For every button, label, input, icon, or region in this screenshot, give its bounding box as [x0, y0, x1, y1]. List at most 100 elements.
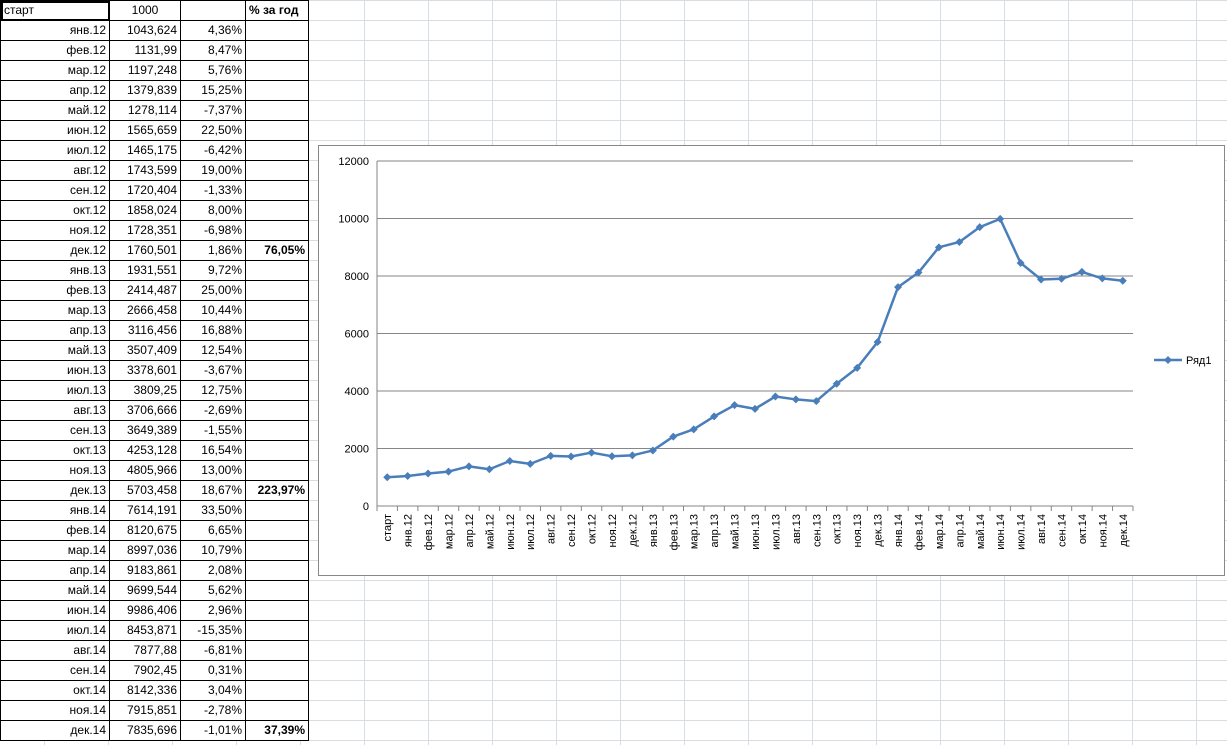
month-cell[interactable]: янв.14: [0, 500, 110, 521]
value-cell[interactable]: 3116,456: [109, 320, 181, 341]
month-cell[interactable]: май.13: [0, 340, 110, 361]
yearly-pct-cell[interactable]: [245, 60, 309, 81]
yearly-pct-cell[interactable]: [245, 640, 309, 661]
yearly-pct-header-cell[interactable]: % за год: [245, 0, 309, 21]
month-cell[interactable]: ноя.13: [0, 460, 110, 481]
value-cell[interactable]: 7877,88: [109, 640, 181, 661]
value-cell[interactable]: 8120,675: [109, 520, 181, 541]
value-cell[interactable]: 9699,544: [109, 580, 181, 601]
yearly-pct-cell[interactable]: [245, 680, 309, 701]
value-cell[interactable]: 2414,487: [109, 280, 181, 301]
monthly-pct-cell[interactable]: 2,96%: [180, 600, 246, 621]
monthly-pct-cell[interactable]: 13,00%: [180, 460, 246, 481]
value-cell[interactable]: 1043,624: [109, 20, 181, 41]
month-cell[interactable]: дек.14: [0, 720, 110, 741]
month-cell[interactable]: дек.12: [0, 240, 110, 261]
monthly-pct-cell[interactable]: 18,67%: [180, 480, 246, 501]
value-cell[interactable]: 1465,175: [109, 140, 181, 161]
monthly-pct-cell[interactable]: 25,00%: [180, 280, 246, 301]
yearly-pct-cell[interactable]: 76,05%: [245, 240, 309, 261]
monthly-pct-cell[interactable]: 19,00%: [180, 160, 246, 181]
monthly-pct-cell[interactable]: 22,50%: [180, 120, 246, 141]
value-cell[interactable]: 1720,404: [109, 180, 181, 201]
monthly-pct-cell[interactable]: -1,01%: [180, 720, 246, 741]
monthly-pct-cell[interactable]: 6,65%: [180, 520, 246, 541]
yearly-pct-cell[interactable]: [245, 120, 309, 141]
monthly-pct-cell[interactable]: 15,25%: [180, 80, 246, 101]
month-cell[interactable]: окт.13: [0, 440, 110, 461]
yearly-pct-cell[interactable]: [245, 560, 309, 581]
month-cell[interactable]: сен.13: [0, 420, 110, 441]
yearly-pct-cell[interactable]: [245, 40, 309, 61]
value-cell[interactable]: 4253,128: [109, 440, 181, 461]
yearly-pct-cell[interactable]: 223,97%: [245, 480, 309, 501]
monthly-pct-cell[interactable]: 0,31%: [180, 660, 246, 681]
yearly-pct-cell[interactable]: [245, 700, 309, 721]
month-cell[interactable]: фев.14: [0, 520, 110, 541]
month-cell[interactable]: окт.12: [0, 200, 110, 221]
month-cell[interactable]: апр.14: [0, 560, 110, 581]
monthly-pct-cell[interactable]: 3,04%: [180, 680, 246, 701]
yearly-pct-cell[interactable]: [245, 300, 309, 321]
yearly-pct-cell[interactable]: [245, 520, 309, 541]
yearly-pct-cell[interactable]: [245, 180, 309, 201]
value-cell[interactable]: 1131,99: [109, 40, 181, 61]
value-cell[interactable]: 8997,036: [109, 540, 181, 561]
monthly-pct-cell[interactable]: -2,69%: [180, 400, 246, 421]
line-chart[interactable]: 0 2000 4000 6000 8000 10000 12000 старт янв.12 фе…: [318, 145, 1225, 576]
value-cell[interactable]: 7902,45: [109, 660, 181, 681]
month-cell[interactable]: июн.14: [0, 600, 110, 621]
start-value-cell[interactable]: 1000: [109, 0, 181, 21]
yearly-pct-cell[interactable]: [245, 100, 309, 121]
monthly-pct-cell[interactable]: 33,50%: [180, 500, 246, 521]
yearly-pct-cell[interactable]: [245, 460, 309, 481]
value-cell[interactable]: 1565,659: [109, 120, 181, 141]
value-cell[interactable]: 7915,851: [109, 700, 181, 721]
month-cell[interactable]: июл.12: [0, 140, 110, 161]
yearly-pct-cell[interactable]: [245, 580, 309, 601]
yearly-pct-cell[interactable]: [245, 380, 309, 401]
value-cell[interactable]: 3809,25: [109, 380, 181, 401]
value-cell[interactable]: 1931,551: [109, 260, 181, 281]
month-cell[interactable]: сен.14: [0, 660, 110, 681]
yearly-pct-cell[interactable]: [245, 80, 309, 101]
yearly-pct-cell[interactable]: [245, 220, 309, 241]
month-cell[interactable]: авг.14: [0, 640, 110, 661]
value-cell[interactable]: 5703,458: [109, 480, 181, 501]
monthly-pct-cell[interactable]: 16,54%: [180, 440, 246, 461]
monthly-pct-cell[interactable]: -2,78%: [180, 700, 246, 721]
monthly-pct-cell[interactable]: 10,44%: [180, 300, 246, 321]
month-cell[interactable]: мар.14: [0, 540, 110, 561]
month-cell[interactable]: фев.12: [0, 40, 110, 61]
yearly-pct-cell[interactable]: [245, 400, 309, 421]
monthly-pct-cell[interactable]: -6,98%: [180, 220, 246, 241]
yearly-pct-cell[interactable]: [245, 320, 309, 341]
month-cell[interactable]: май.14: [0, 580, 110, 601]
monthly-pct-cell[interactable]: -3,67%: [180, 360, 246, 381]
monthly-pct-cell[interactable]: 5,76%: [180, 60, 246, 81]
monthly-pct-cell[interactable]: 12,54%: [180, 340, 246, 361]
month-cell[interactable]: янв.13: [0, 260, 110, 281]
monthly-pct-cell[interactable]: 10,79%: [180, 540, 246, 561]
month-cell[interactable]: авг.12: [0, 160, 110, 181]
value-cell[interactable]: 3507,409: [109, 340, 181, 361]
month-cell[interactable]: май.12: [0, 100, 110, 121]
monthly-pct-cell[interactable]: -7,37%: [180, 100, 246, 121]
monthly-pct-cell[interactable]: 5,62%: [180, 580, 246, 601]
monthly-pct-cell[interactable]: 9,72%: [180, 260, 246, 281]
month-cell[interactable]: ноя.14: [0, 700, 110, 721]
month-cell[interactable]: июн.13: [0, 360, 110, 381]
value-cell[interactable]: 1743,599: [109, 160, 181, 181]
yearly-pct-cell[interactable]: [245, 360, 309, 381]
monthly-pct-cell[interactable]: 8,47%: [180, 40, 246, 61]
value-cell[interactable]: 2666,458: [109, 300, 181, 321]
monthly-pct-cell[interactable]: -1,33%: [180, 180, 246, 201]
yearly-pct-cell[interactable]: [245, 280, 309, 301]
monthly-pct-cell[interactable]: -15,35%: [180, 620, 246, 641]
yearly-pct-cell[interactable]: 37,39%: [245, 720, 309, 741]
month-cell[interactable]: ноя.12: [0, 220, 110, 241]
value-cell[interactable]: 3378,601: [109, 360, 181, 381]
monthly-pct-cell[interactable]: 16,88%: [180, 320, 246, 341]
month-cell[interactable]: июн.12: [0, 120, 110, 141]
month-cell[interactable]: июл.13: [0, 380, 110, 401]
